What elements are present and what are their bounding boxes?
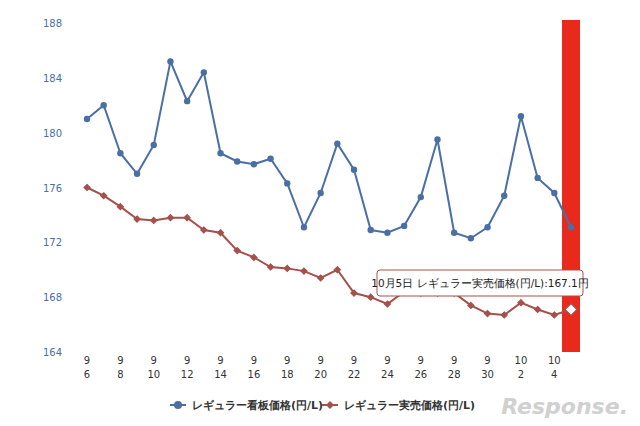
point	[518, 113, 524, 119]
series-line	[87, 61, 571, 238]
x-tick-label: 918	[281, 355, 294, 380]
x-tick-label: 930	[481, 355, 494, 380]
point	[434, 136, 440, 142]
watermark: Response.	[501, 394, 628, 419]
point	[134, 216, 140, 222]
legend-marker	[326, 401, 334, 409]
x-tick-label: 102	[515, 355, 528, 380]
point	[318, 275, 324, 281]
point	[301, 224, 307, 230]
point	[368, 227, 374, 233]
point	[384, 230, 390, 236]
x-tick-label: 914	[214, 355, 227, 380]
point	[167, 215, 173, 221]
point	[84, 185, 90, 191]
point	[351, 166, 357, 172]
point	[184, 215, 190, 221]
x-tick-label: 98	[117, 355, 123, 380]
point	[484, 224, 490, 230]
point	[267, 156, 273, 162]
x-tick-label: 104	[548, 355, 561, 380]
point	[201, 227, 207, 233]
point	[284, 180, 290, 186]
y-tick-label: 164	[43, 347, 62, 358]
chart: 164 168 172 176 180 184 188 96 98 910 912 914 916 918…	[0, 0, 640, 426]
legend-marker	[174, 401, 182, 409]
point	[334, 267, 340, 273]
point	[368, 294, 374, 300]
point	[251, 254, 257, 260]
point	[101, 193, 107, 199]
point	[201, 69, 207, 75]
point	[217, 150, 223, 156]
point	[451, 230, 457, 236]
point	[535, 307, 541, 313]
point	[184, 98, 190, 104]
point	[518, 300, 524, 306]
point	[84, 116, 90, 122]
x-tick-label: 928	[448, 355, 461, 380]
x-tick-label: 924	[381, 355, 394, 380]
point	[167, 58, 173, 64]
point	[501, 312, 507, 318]
y-tick-label: 168	[43, 292, 62, 303]
y-tick	[75, 352, 79, 353]
y-tick	[75, 77, 79, 78]
y-tick	[75, 187, 79, 188]
point	[534, 175, 540, 181]
point	[234, 248, 240, 254]
point	[151, 217, 157, 223]
y-tick	[75, 23, 79, 24]
y-tick-label: 172	[43, 237, 62, 248]
point	[565, 304, 577, 316]
point	[568, 224, 574, 230]
x-tick-label: 922	[348, 355, 361, 380]
x-tick-label: 912	[181, 355, 194, 380]
y-tick-label: 184	[43, 73, 62, 84]
point	[551, 312, 557, 318]
point	[384, 301, 390, 307]
point	[151, 142, 157, 148]
point	[134, 171, 140, 177]
y-tick	[75, 242, 79, 243]
point	[117, 204, 123, 210]
highlight-band	[562, 20, 580, 352]
point	[100, 102, 106, 108]
point	[351, 290, 357, 296]
x-tick-label: 916	[248, 355, 261, 380]
point	[234, 158, 240, 164]
y-tick-label: 188	[43, 18, 62, 29]
legend-label: レギュラー看板価格(円/L)	[192, 399, 323, 412]
point	[418, 194, 424, 200]
y-tick	[75, 297, 79, 298]
y-tick-label: 176	[43, 183, 62, 194]
point	[401, 223, 407, 229]
point	[334, 140, 340, 146]
point	[301, 268, 307, 274]
legend-label: レギュラー実売価格(円/L)	[344, 399, 475, 412]
point	[117, 150, 123, 156]
point	[501, 193, 507, 199]
point	[551, 190, 557, 196]
y-tick-label: 180	[43, 128, 62, 139]
x-tick-label: 910	[147, 355, 160, 380]
point	[284, 265, 290, 271]
x-tick-label: 920	[314, 355, 327, 380]
point	[268, 264, 274, 270]
y-tick	[75, 132, 79, 133]
x-tick-label: 96	[84, 355, 90, 380]
point	[317, 190, 323, 196]
point	[251, 161, 257, 167]
point	[468, 302, 474, 308]
point	[485, 311, 491, 317]
point	[218, 230, 224, 236]
annotation: 10月5日 レギュラー実売価格(円/L):167.1円	[371, 277, 589, 289]
point	[468, 235, 474, 241]
x-tick-label: 926	[414, 355, 427, 380]
